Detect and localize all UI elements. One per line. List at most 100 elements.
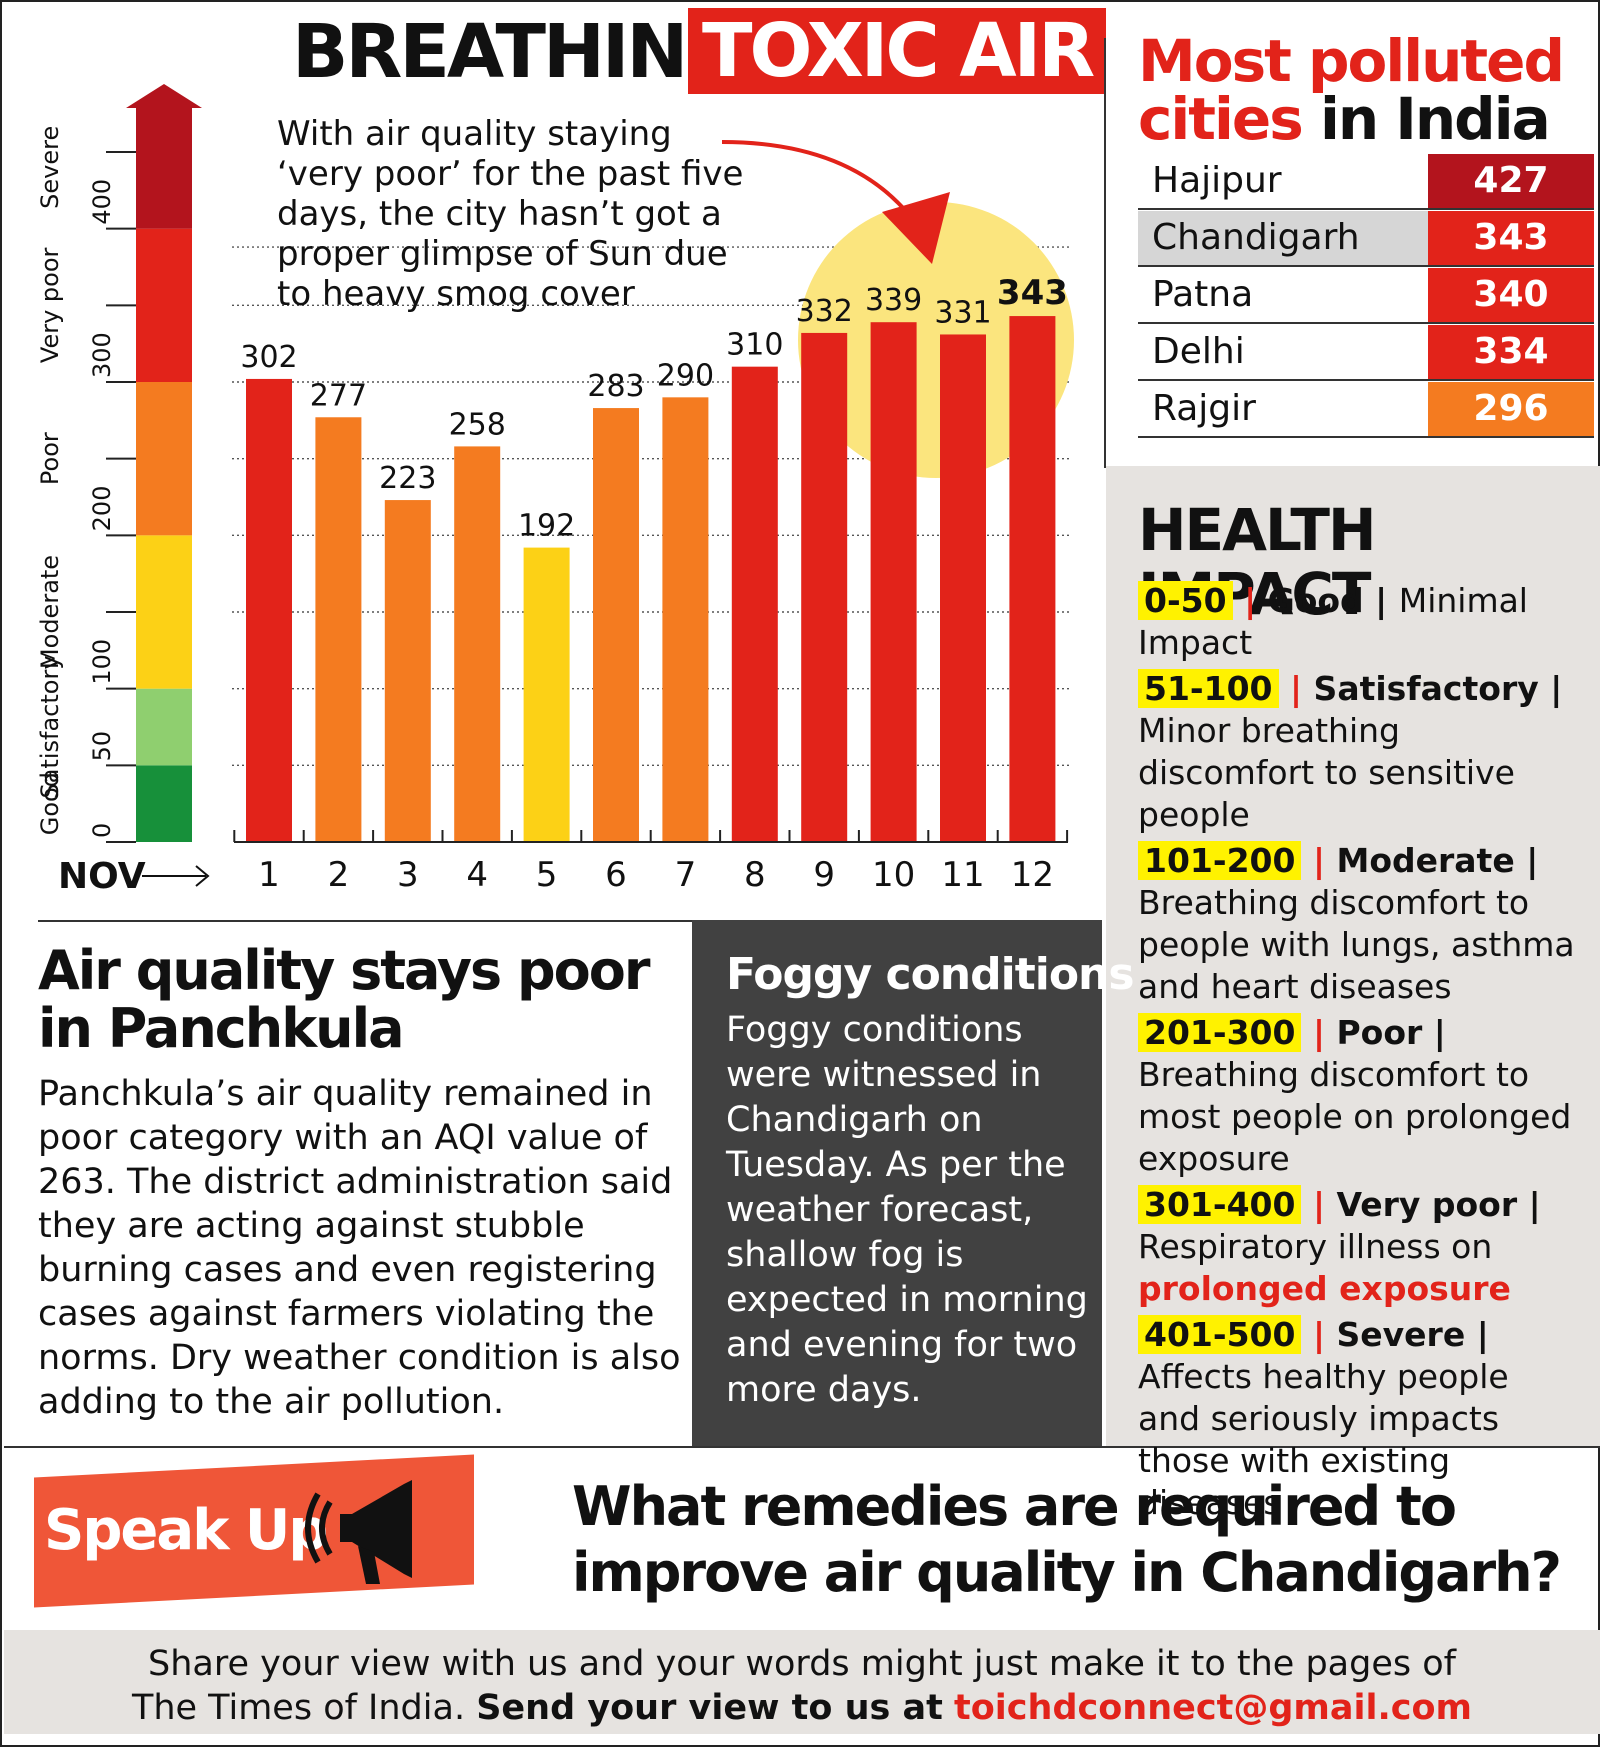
health-item: 301-400 | Very poor | Respiratory illnes…: [1138, 1184, 1578, 1310]
separator: |: [1301, 1185, 1337, 1224]
city-aqi-value: 334: [1428, 325, 1594, 379]
scale-tick-label: 400: [88, 179, 116, 225]
health-category: Moderate: [1336, 841, 1515, 880]
bar: [454, 446, 501, 842]
cities-title-red: Most polluted cities: [1138, 27, 1565, 153]
foggy-title: Foggy conditions: [726, 949, 1135, 1000]
separator: |: [1517, 1185, 1541, 1224]
separator: |: [1514, 841, 1539, 880]
scale-arrow-icon: [126, 84, 202, 108]
footer-text: Share your view with us and your words m…: [4, 1642, 1600, 1730]
health-category: Satisfactory: [1313, 669, 1539, 708]
health-item: 0-50 | Good | Minimal Impact: [1138, 580, 1578, 664]
x-tick-label: 5: [536, 855, 558, 895]
x-tick-label: 10: [872, 855, 915, 895]
bar-value-label: 258: [449, 407, 506, 442]
title-highlight: TOXIC AIR: [688, 8, 1107, 94]
bar-value-label: 192: [518, 509, 575, 544]
health-description: Breathing discomfort to most people on p…: [1138, 1055, 1572, 1178]
bar-value-label: 283: [587, 369, 644, 404]
bar: [384, 500, 431, 842]
x-tick-label: 9: [813, 855, 835, 895]
bar: [523, 547, 570, 842]
bar-value-label: 331: [934, 295, 991, 330]
health-description: Breathing discomfort to people with lung…: [1138, 883, 1575, 1006]
arrow-head-icon: [882, 192, 950, 264]
separator: |: [1301, 1013, 1337, 1052]
health-description: Minor breathing discomfort to sensitive …: [1138, 711, 1515, 834]
x-tick-label: 7: [675, 855, 697, 895]
x-tick-label: 11: [941, 855, 984, 895]
scale-band: [136, 535, 192, 689]
scale-tick-label: 300: [88, 332, 116, 378]
x-tick-label: 2: [328, 855, 350, 895]
speak-up-label: Speak Up: [44, 1498, 328, 1563]
health-category: Poor: [1336, 1013, 1423, 1052]
chart-annotation: With air quality staying ‘very poor’ for…: [277, 114, 744, 314]
separator: |: [1301, 1315, 1337, 1354]
bar-value-label: 290: [657, 358, 714, 393]
scale-band-label: Moderate: [36, 555, 64, 669]
bar: [593, 408, 639, 842]
footer-bar: [4, 1630, 1600, 1734]
separator: |: [1363, 581, 1399, 620]
footer-email-link[interactable]: toichdconnect@gmail.com: [954, 1688, 1473, 1728]
health-description: Affects healthy people and seriously imp…: [1138, 1357, 1509, 1522]
city-row: Chandigarh 343: [1138, 211, 1594, 267]
city-row: Hajipur 427: [1138, 154, 1594, 210]
foggy-panel: [692, 920, 1102, 1446]
bar: [731, 366, 778, 842]
bar-value-label: 310: [726, 328, 783, 363]
scale-tick-label: 0: [88, 823, 116, 838]
separator: |: [1232, 581, 1268, 620]
footer-line-1: Share your view with us and your words m…: [148, 1644, 1456, 1684]
city-aqi-value: 340: [1428, 268, 1594, 322]
health-description-highlight: prolonged exposure: [1138, 1269, 1511, 1308]
bar: [1009, 316, 1056, 843]
speak-up-question: What remedies are required to improve ai…: [572, 1475, 1562, 1604]
bar-value-label: 339: [865, 283, 922, 318]
separator: |: [1422, 1013, 1446, 1052]
health-impact-list: 0-50 | Good | Minimal Impact 51-100 | Sat…: [1138, 580, 1578, 1528]
health-impact-panel: [1106, 466, 1600, 1446]
x-tick-label: 4: [466, 855, 488, 895]
city-aqi-value: 296: [1428, 382, 1594, 436]
bar-value-label: 332: [796, 294, 853, 329]
separator: |: [1278, 669, 1314, 708]
health-category: Severe: [1336, 1315, 1466, 1354]
x-tick-label: 1: [258, 855, 280, 895]
scale-band: [136, 688, 192, 766]
footer-call-to-action: Send your view to us at: [476, 1688, 943, 1728]
city-name: Patna: [1152, 274, 1254, 315]
health-range: 51-100: [1138, 669, 1279, 708]
scale-band: [136, 382, 192, 536]
scale-band-label: Poor: [36, 432, 64, 485]
x-tick-label: 6: [605, 855, 627, 895]
bar: [246, 378, 292, 842]
scale-tick-label: 100: [88, 639, 116, 685]
city-name: Rajgir: [1152, 388, 1256, 429]
footer-paper-name: The Times of India.: [131, 1688, 466, 1728]
megaphone-icon: [305, 1480, 412, 1584]
divider-vertical: [1104, 38, 1106, 468]
panchkula-title: Air quality stays poor in Panchkula: [38, 939, 650, 1060]
scale-band-label: Severe: [36, 126, 64, 209]
scale-tick-label: 50: [88, 731, 116, 762]
x-tick-label: 8: [744, 855, 766, 895]
footer-line-2: The Times of India. Send your view to us…: [4, 1686, 1600, 1730]
bar: [940, 334, 986, 842]
city-name: Chandigarh: [1152, 217, 1360, 258]
scale-tick-label: 200: [88, 486, 116, 532]
scale-band: [136, 228, 192, 382]
cities-title-black: in India: [1319, 85, 1551, 153]
bar: [801, 332, 848, 842]
scale-band-label: Very poor: [36, 247, 64, 363]
health-range: 0-50: [1138, 581, 1233, 620]
health-range: 201-300: [1138, 1013, 1302, 1052]
separator: |: [1538, 669, 1563, 708]
health-description: Respiratory illness on: [1138, 1227, 1493, 1266]
city-name: Delhi: [1152, 331, 1245, 372]
health-description: Minimal Impact: [1138, 581, 1528, 662]
